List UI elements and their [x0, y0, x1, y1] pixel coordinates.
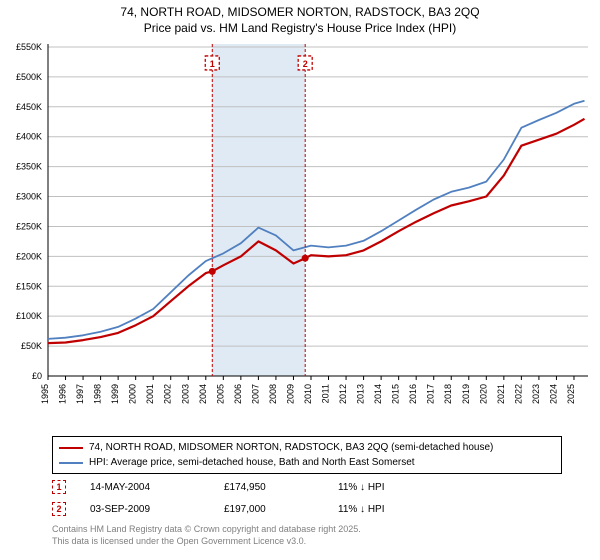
legend-swatch-2: [59, 462, 83, 464]
svg-text:£400K: £400K: [16, 132, 42, 142]
svg-text:£450K: £450K: [16, 102, 42, 112]
svg-text:2020: 2020: [478, 384, 488, 404]
sale-date-1: 14-MAY-2004: [90, 482, 200, 493]
svg-text:2004: 2004: [198, 384, 208, 404]
svg-text:2013: 2013: [356, 384, 366, 404]
legend-label-2: HPI: Average price, semi-detached house,…: [89, 455, 415, 470]
svg-text:2001: 2001: [145, 384, 155, 404]
svg-text:£150K: £150K: [16, 281, 42, 291]
svg-text:2017: 2017: [426, 384, 436, 404]
sale-diff-1: 11% ↓ HPI: [338, 482, 438, 493]
svg-text:2003: 2003: [180, 384, 190, 404]
sale-date-2: 03-SEP-2009: [90, 504, 200, 515]
footer-line-1: Contains HM Land Registry data © Crown c…: [52, 524, 361, 534]
svg-text:2006: 2006: [233, 384, 243, 404]
svg-text:2011: 2011: [321, 384, 331, 403]
chart-plot-area: £0£50K£100K£150K£200K£250K£300K£350K£400…: [44, 40, 592, 418]
sale-price-2: £197,000: [224, 504, 314, 515]
svg-text:1: 1: [210, 59, 215, 69]
svg-text:2016: 2016: [408, 384, 418, 404]
svg-text:£300K: £300K: [16, 192, 42, 202]
sale-row-1: 1 14-MAY-2004 £174,950 11% ↓ HPI: [52, 476, 438, 498]
svg-text:£100K: £100K: [16, 311, 42, 321]
legend-swatch-1: [59, 447, 83, 449]
title-line-2: Price paid vs. HM Land Registry's House …: [144, 21, 456, 35]
svg-text:£200K: £200K: [16, 251, 42, 261]
sale-price-1: £174,950: [224, 482, 314, 493]
legend-row-series-1: 74, NORTH ROAD, MIDSOMER NORTON, RADSTOC…: [59, 440, 555, 455]
svg-text:2002: 2002: [163, 384, 173, 404]
svg-text:2021: 2021: [496, 384, 506, 404]
svg-text:1997: 1997: [75, 384, 85, 404]
svg-text:1999: 1999: [110, 384, 120, 404]
svg-text:1995: 1995: [40, 384, 50, 404]
footer-line-2: This data is licensed under the Open Gov…: [52, 536, 306, 546]
svg-text:2008: 2008: [268, 384, 278, 404]
chart-container: 74, NORTH ROAD, MIDSOMER NORTON, RADSTOC…: [0, 0, 600, 560]
svg-text:2005: 2005: [215, 384, 225, 404]
chart-svg: £0£50K£100K£150K£200K£250K£300K£350K£400…: [44, 40, 592, 418]
svg-text:£50K: £50K: [21, 341, 42, 351]
chart-title: 74, NORTH ROAD, MIDSOMER NORTON, RADSTOC…: [0, 0, 600, 36]
svg-text:2010: 2010: [303, 384, 313, 404]
legend-label-1: 74, NORTH ROAD, MIDSOMER NORTON, RADSTOC…: [89, 440, 493, 455]
svg-text:2025: 2025: [566, 384, 576, 404]
svg-text:2012: 2012: [338, 384, 348, 404]
svg-text:£250K: £250K: [16, 221, 42, 231]
svg-text:2000: 2000: [128, 384, 138, 404]
footer-attribution: Contains HM Land Registry data © Crown c…: [52, 524, 361, 547]
svg-text:2014: 2014: [373, 384, 383, 404]
svg-text:£350K: £350K: [16, 162, 42, 172]
title-line-1: 74, NORTH ROAD, MIDSOMER NORTON, RADSTOC…: [120, 5, 479, 19]
svg-text:1996: 1996: [58, 384, 68, 404]
legend-box: 74, NORTH ROAD, MIDSOMER NORTON, RADSTOC…: [52, 436, 562, 474]
svg-text:2015: 2015: [391, 384, 401, 404]
svg-text:2019: 2019: [461, 384, 471, 404]
svg-text:2007: 2007: [250, 384, 260, 404]
svg-text:2023: 2023: [531, 384, 541, 404]
svg-text:£550K: £550K: [16, 42, 42, 52]
sale-marker-2: 2: [52, 502, 66, 516]
sale-marker-1: 1: [52, 480, 66, 494]
svg-text:2009: 2009: [285, 384, 295, 404]
svg-text:2018: 2018: [443, 384, 453, 404]
sales-table: 1 14-MAY-2004 £174,950 11% ↓ HPI 2 03-SE…: [52, 476, 438, 520]
svg-text:2024: 2024: [548, 384, 558, 404]
legend-row-series-2: HPI: Average price, semi-detached house,…: [59, 455, 555, 470]
svg-text:2022: 2022: [513, 384, 523, 404]
svg-text:2: 2: [303, 59, 308, 69]
svg-text:£500K: £500K: [16, 72, 42, 82]
sale-diff-2: 11% ↓ HPI: [338, 504, 438, 515]
svg-text:£0: £0: [32, 371, 42, 381]
svg-text:1998: 1998: [93, 384, 103, 404]
sale-row-2: 2 03-SEP-2009 £197,000 11% ↓ HPI: [52, 498, 438, 520]
